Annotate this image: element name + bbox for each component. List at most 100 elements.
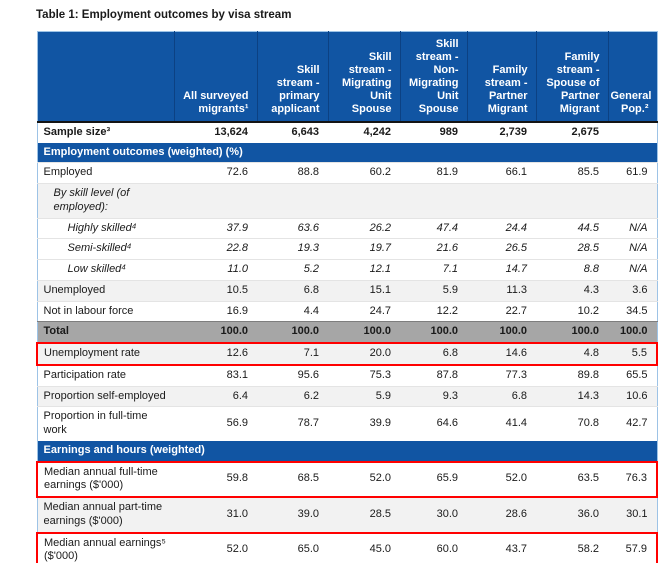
table-row: Median annual part-time earnings ($'000)… [37, 497, 657, 533]
cell-value: 11.3 [467, 280, 536, 302]
cell-value: 5.9 [328, 386, 400, 407]
cell-value: 39.9 [369, 417, 391, 430]
cell-value: 21.6 [436, 242, 458, 255]
cell-value [608, 183, 657, 219]
column-header: Skill stream - Migrating Unit Spouse [327, 31, 400, 123]
row-label: Median annual full-time earnings ($'000) [36, 460, 174, 499]
cell-value: 72.6 [226, 166, 248, 179]
cell-value: 26.5 [505, 242, 527, 255]
cell-value [328, 183, 400, 219]
cell-value: 7.1 [442, 263, 458, 276]
cell-value: 83.1 [226, 368, 248, 381]
cell-value: 8.8 [583, 263, 599, 276]
cell-value: 76.3 [608, 460, 658, 499]
cell-value: 58.2 [536, 531, 608, 563]
cell-value: 4.4 [303, 304, 319, 317]
table-row: Employed 72.6 88.8 60.2 81.9 66.1 85.5 61.9 [37, 162, 657, 184]
cell-value: 60.0 [400, 531, 467, 563]
cell-value: 100.0 [400, 321, 467, 344]
cell-value: 78.7 [297, 417, 319, 430]
cell-value: 70.8 [577, 417, 599, 430]
row-label: Participation rate [43, 368, 127, 381]
cell-value: 100.0 [608, 321, 657, 344]
cell-value: 65.9 [400, 460, 467, 499]
cell-value: 34.5 [626, 304, 648, 317]
cell-value: 63.5 [536, 460, 608, 499]
section-header-row: Employment outcomes (weighted) (%) [37, 142, 657, 163]
cell-value: 57.9 [608, 531, 658, 563]
cell-value: 43.7 [467, 531, 536, 563]
section-header-label: Earnings and hours (weighted) [37, 440, 657, 462]
cell-value: 26.2 [369, 221, 391, 234]
table-row: By skill level (of employed): [37, 183, 657, 219]
cell-value: 12.1 [369, 263, 391, 276]
cell-value: 14.6 [467, 342, 536, 366]
cell-value: 6,643 [291, 125, 319, 138]
cell-value: 5.2 [303, 263, 319, 276]
row-label: Low skilled⁴ [67, 263, 127, 276]
cell-value: 59.8 [174, 460, 257, 499]
cell-value: 64.6 [436, 417, 458, 430]
cell-value: 45.0 [328, 531, 400, 563]
cell-value: 36.0 [536, 497, 608, 533]
table-row: Unemployed 10.5 6.8 15.1 5.9 11.3 4.3 3.6 [37, 280, 657, 302]
cell-value: 12.2 [436, 304, 458, 317]
cell-value: 6.4 [174, 386, 257, 407]
cell-value: 22.7 [505, 304, 527, 317]
cell-value: 37.9 [226, 221, 248, 234]
cell-value: 52.0 [467, 460, 536, 499]
row-label: Sample size³ [43, 125, 111, 138]
cell-value: 47.4 [436, 221, 458, 234]
row-label: Unemployed [37, 280, 174, 302]
cell-value: 100.0 [328, 321, 400, 344]
cell-value: 24.4 [505, 221, 527, 234]
cell-value: 44.5 [577, 221, 599, 234]
row-label: Employed [43, 166, 93, 179]
column-header-row: All surveyed migrants¹ Skill stream - pri… [37, 31, 657, 123]
cell-value: 16.9 [226, 304, 248, 317]
row-label: Proportion self-employed [37, 386, 174, 407]
cell-value [174, 183, 257, 219]
cell-value: 14.3 [536, 386, 608, 407]
row-label: Median annual part-time earnings ($'000) [37, 497, 174, 533]
cell-value: 10.2 [577, 304, 599, 317]
table-row: Highly skilled⁴ 37.9 63.6 26.2 47.4 24.4 44.5 N… [37, 218, 657, 239]
employment-outcomes-table: All surveyed migrants¹ Skill stream - pri… [36, 31, 658, 563]
table-header: All surveyed migrants¹ Skill stream - pri… [37, 31, 657, 123]
table-title: Table 1: Employment outcomes by visa str… [36, 9, 292, 21]
cell-value: 30.1 [608, 497, 657, 533]
section-header-label: Employment outcomes (weighted) (%) [37, 142, 657, 163]
column-header: General Pop.² [607, 31, 657, 123]
cell-value: 22.8 [226, 242, 248, 255]
cell-value: 100.0 [257, 321, 328, 344]
column-header: Family stream - Partner Migrant [466, 31, 536, 123]
column-header: Family stream - Spouse of Partner Migran… [535, 31, 608, 123]
table-row: Semi-skilled⁴ 22.8 19.3 19.7 21.6 26.5 28.5 N/A [37, 238, 657, 260]
cell-value: 100.0 [536, 321, 608, 344]
table-row-highlighted: Unemployment rate 12.6 7.1 20.0 6.8 14.6 4.8 5.… [36, 342, 658, 366]
cell-value [608, 122, 657, 143]
cell-value: 42.7 [626, 417, 648, 430]
cell-value: 68.5 [257, 460, 328, 499]
table-row: Total 100.0 100.0 100.0 100.0 100.0 100.0 100.0 [37, 321, 657, 344]
cell-value: 15.1 [328, 280, 400, 302]
cell-value [536, 183, 608, 219]
row-label-column-header [37, 31, 174, 123]
section-header-row: Earnings and hours (weighted) [37, 440, 657, 462]
cell-value: 24.7 [369, 304, 391, 317]
table-row: Participation rate 83.1 95.6 75.3 87.8 77.3 89… [37, 364, 657, 386]
cell-value: 14.7 [505, 263, 527, 276]
row-label: Highly skilled⁴ [67, 221, 137, 234]
cell-value: 81.9 [436, 166, 458, 179]
cell-value: 65.5 [626, 368, 648, 381]
cell-value [467, 183, 536, 219]
cell-value: 13,624 [214, 125, 248, 138]
cell-value [400, 183, 467, 219]
cell-value: 52.0 [174, 531, 257, 563]
cell-value: 66.1 [505, 166, 527, 179]
row-label: Semi-skilled⁴ [67, 242, 132, 255]
table-row: Not in labour force 16.9 4.4 24.7 12.2 22.7 10… [37, 301, 657, 322]
cell-value: 2,675 [571, 125, 599, 138]
cell-value: 87.8 [436, 368, 458, 381]
cell-value: 28.5 [577, 242, 599, 255]
